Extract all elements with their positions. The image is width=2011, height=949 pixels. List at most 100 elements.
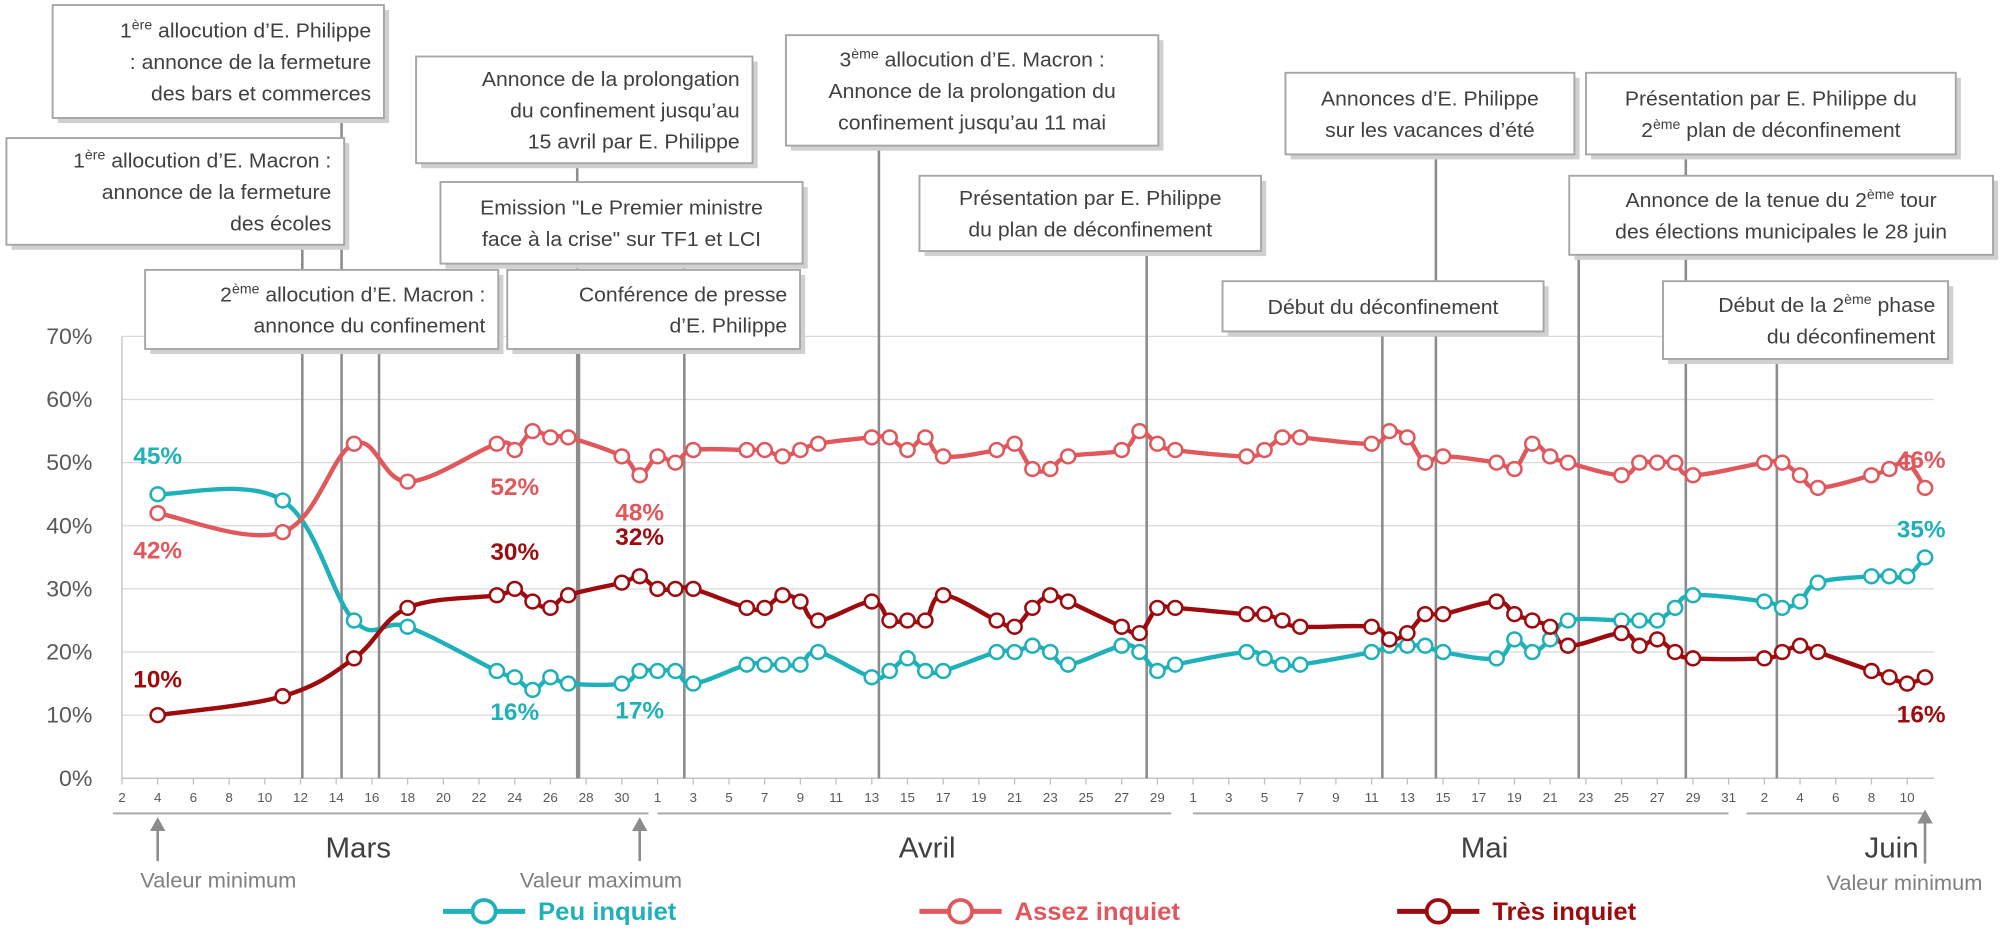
data-point	[1416, 454, 1434, 471]
data-point	[863, 669, 881, 686]
data-point	[559, 429, 577, 446]
data-point	[506, 669, 524, 686]
data-point	[863, 429, 881, 446]
data-point	[1434, 448, 1452, 465]
data-point	[1863, 568, 1880, 585]
data-point	[1363, 435, 1380, 452]
event-text: annonce de la fermeture	[102, 181, 332, 204]
data-point	[649, 448, 666, 465]
data-point	[774, 656, 791, 673]
event-text-part: 3	[839, 49, 851, 72]
data-point	[488, 435, 506, 452]
data-point	[1006, 643, 1023, 661]
marker-label: Valeur maximum	[520, 868, 682, 893]
series-line	[157, 428, 1927, 538]
data-point	[1488, 593, 1505, 610]
data-point	[1916, 549, 1934, 566]
data-point	[613, 448, 631, 465]
data-label: 45%	[133, 443, 182, 470]
x-tick-label: 26	[543, 790, 558, 805]
x-tick-label: 6	[1832, 790, 1840, 805]
data-point	[1166, 656, 1184, 673]
data-point	[1434, 643, 1452, 661]
data-point	[506, 580, 524, 598]
data-point	[1363, 643, 1380, 661]
x-tick-label: 9	[797, 790, 805, 805]
x-tick-label: 3	[1225, 790, 1233, 805]
data-point	[488, 587, 506, 604]
x-tick-label: 14	[329, 790, 345, 805]
data-point	[524, 593, 541, 610]
event-text-part: phase	[1872, 294, 1936, 317]
event-text-part: des élections municipales le 28 juin	[1615, 221, 1947, 244]
event-text-part: tour	[1894, 189, 1936, 212]
data-point	[149, 505, 167, 522]
event-text-part: ère	[85, 147, 106, 163]
data-point	[1024, 637, 1041, 654]
event-text-part: ème	[851, 46, 879, 62]
data-point	[1684, 587, 1702, 604]
x-tick-label: 3	[689, 790, 697, 805]
month-label: Avril	[899, 833, 956, 865]
x-tick-label: 11	[1365, 790, 1379, 805]
data-point	[1648, 612, 1666, 629]
data-point	[631, 662, 649, 680]
x-tick-label: 30	[614, 790, 629, 805]
data-point	[916, 662, 934, 680]
x-tick-label: 31	[1721, 790, 1736, 805]
event-text-part: du plan de déconfinement	[968, 219, 1212, 242]
data-point	[738, 441, 756, 459]
y-tick-label: 10%	[46, 702, 92, 728]
event-text: du plan de déconfinement	[968, 219, 1212, 242]
x-tick-label: 13	[1400, 790, 1415, 805]
data-point	[916, 429, 934, 446]
data-point	[1006, 435, 1023, 452]
x-tick-label: 28	[579, 790, 594, 805]
x-tick-label: 2	[1761, 790, 1769, 805]
event-box	[439, 181, 804, 265]
data-point	[1666, 454, 1684, 471]
x-tick-label: 16	[364, 790, 379, 805]
x-tick-label: 13	[864, 790, 879, 805]
y-tick-label: 0%	[59, 765, 92, 791]
event-box	[1584, 71, 1957, 156]
data-point	[934, 587, 952, 604]
event-text: 3ème allocution d’E. Macron :	[839, 46, 1104, 72]
legend-marker	[947, 898, 975, 925]
event-text: Annonce de la prolongation du	[828, 80, 1115, 103]
event-text-part: 1	[120, 20, 132, 43]
data-point	[1291, 618, 1309, 635]
x-tick-label: 10	[1900, 790, 1915, 805]
data-point	[1006, 618, 1023, 635]
data-point	[613, 675, 631, 692]
event-text-part: allocution d’E. Macron :	[105, 150, 331, 173]
data-point	[1131, 422, 1148, 440]
x-tick-label: 7	[761, 790, 769, 805]
event-text-part: : annonce de la fermeture	[130, 51, 371, 74]
data-point	[631, 467, 649, 484]
data-point	[1238, 606, 1256, 623]
data-point	[1898, 675, 1916, 692]
data-point	[792, 656, 809, 673]
data-point	[988, 643, 1006, 661]
event-text-part: sur les vacances d’été	[1325, 119, 1535, 142]
data-point	[1773, 643, 1791, 661]
month-label: Mars	[325, 833, 391, 865]
data-point	[988, 441, 1006, 459]
data-point	[506, 441, 524, 459]
x-tick-label: 19	[971, 790, 986, 805]
data-point	[1488, 454, 1505, 471]
data-point	[1416, 606, 1434, 623]
data-point	[1291, 429, 1309, 446]
data-point	[488, 662, 506, 680]
event-text: 2ème plan de déconfinement	[1641, 116, 1901, 142]
event-box	[1568, 174, 1994, 256]
marker-label: Valeur minimum	[1826, 870, 1982, 895]
data-point	[809, 643, 827, 661]
event-text: Annonce de la prolongation	[482, 68, 740, 91]
data-point	[684, 580, 702, 598]
x-tick-label: 21	[1543, 790, 1558, 805]
event-text-part: Emission "Le Premier ministre	[480, 197, 763, 220]
data-point	[1631, 454, 1648, 471]
event-text: Début de la 2ème phase	[1718, 291, 1935, 317]
